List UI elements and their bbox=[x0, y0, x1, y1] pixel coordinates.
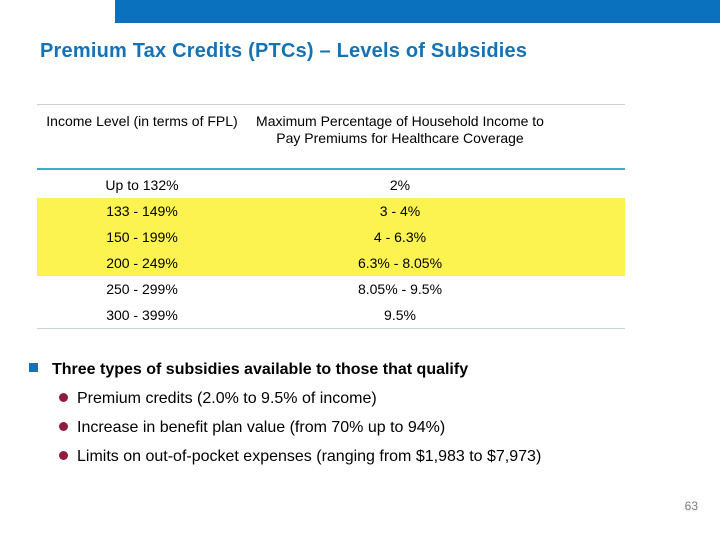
main-bullet-item: Three types of subsidies available to th… bbox=[0, 360, 700, 380]
round-bullet-icon bbox=[59, 422, 68, 431]
premium-cell: 2% bbox=[389, 177, 411, 193]
table-row: 150 - 199% 4 - 6.3% bbox=[37, 224, 625, 250]
table-header-row: Income Level (in terms of FPL) Maximum P… bbox=[37, 104, 625, 170]
square-bullet-icon bbox=[29, 363, 38, 372]
subsidy-table: Income Level (in terms of FPL) Maximum P… bbox=[37, 104, 625, 329]
income-cell: 133 - 149% bbox=[106, 203, 178, 219]
sub-bullet-text: Premium credits (2.0% to 9.5% of income) bbox=[77, 390, 377, 407]
premium-cell: 6.3% - 8.05% bbox=[357, 255, 443, 271]
income-cell: 150 - 199% bbox=[106, 229, 178, 245]
table-body: Up to 132% 2% 133 - 149% 3 - 4% 150 - 19… bbox=[37, 172, 625, 329]
income-cell: 300 - 399% bbox=[106, 307, 178, 323]
table-row: 133 - 149% 3 - 4% bbox=[37, 198, 625, 224]
table-row: 200 - 249% 6.3% - 8.05% bbox=[37, 250, 625, 276]
page-title: Premium Tax Credits (PTCs) – Levels of S… bbox=[40, 40, 528, 62]
sub-bullet-text: Limits on out-of-pocket expenses (rangin… bbox=[77, 448, 542, 465]
round-bullet-icon bbox=[59, 393, 68, 402]
main-bullet-text: Three types of subsidies available to th… bbox=[52, 361, 469, 378]
income-cell: 250 - 299% bbox=[106, 281, 178, 297]
sub-bullet-list: Premium credits (2.0% to 9.5% of income)… bbox=[0, 389, 700, 467]
premium-cell: 9.5% bbox=[384, 307, 416, 323]
round-bullet-icon bbox=[59, 451, 68, 460]
table-row: 250 - 299% 8.05% - 9.5% bbox=[37, 276, 625, 302]
income-cell: Up to 132% bbox=[105, 177, 179, 193]
table-row: 300 - 399% 9.5% bbox=[37, 302, 625, 328]
page-number-reflection: 63 bbox=[684, 502, 698, 514]
table-row: Up to 132% 2% bbox=[37, 172, 625, 198]
column-header-premium: Maximum Percentage of Household Income t… bbox=[256, 113, 544, 146]
column-header-income: Income Level (in terms of FPL) bbox=[46, 113, 238, 129]
sub-bullet-text: Increase in benefit plan value (from 70%… bbox=[77, 419, 446, 436]
bullet-section: Three types of subsidies available to th… bbox=[0, 360, 700, 476]
top-accent-bar bbox=[115, 0, 720, 23]
premium-cell: 3 - 4% bbox=[379, 203, 421, 219]
list-item: Increase in benefit plan value (from 70%… bbox=[0, 418, 700, 438]
list-item: Premium credits (2.0% to 9.5% of income) bbox=[0, 389, 700, 409]
list-item: Limits on out-of-pocket expenses (rangin… bbox=[0, 447, 700, 467]
premium-cell: 4 - 6.3% bbox=[373, 229, 427, 245]
premium-cell: 8.05% - 9.5% bbox=[357, 281, 443, 297]
income-cell: 200 - 249% bbox=[106, 255, 178, 271]
page-number: 63 bbox=[684, 499, 698, 513]
